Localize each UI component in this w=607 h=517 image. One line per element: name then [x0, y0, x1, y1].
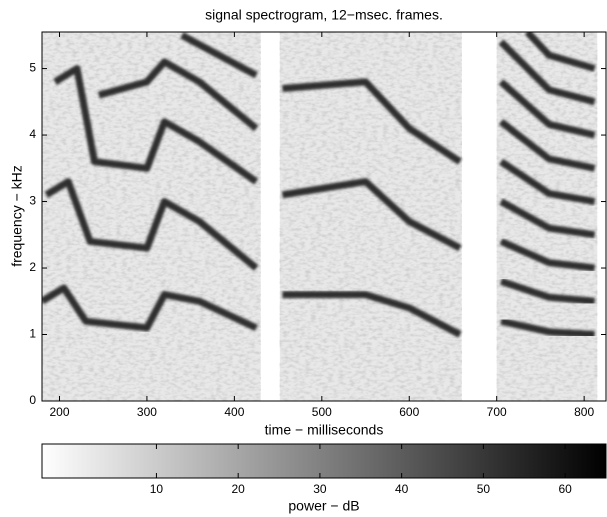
- spectrogram-segment: [279, 32, 462, 401]
- colorbar-tick-label: 10: [150, 482, 164, 496]
- segment-texture: [279, 32, 462, 401]
- formant-track: [282, 291, 462, 338]
- formant-track: [524, 32, 596, 72]
- formant-track: [499, 278, 595, 305]
- formant-track: [97, 58, 259, 132]
- y-tick-label: 1: [29, 327, 36, 341]
- colorbar-tick-label: 40: [395, 482, 409, 496]
- x-tick-label: 200: [49, 405, 69, 419]
- x-axis-label: time − milliseconds: [265, 422, 384, 438]
- x-tick-label: 700: [487, 405, 507, 419]
- formant-track: [282, 78, 462, 165]
- formant-track: [498, 79, 596, 139]
- y-axis-label: frequency − kHz: [9, 165, 25, 267]
- axes: 200 300 400 500 600 700 800 0 1 2 3 4 5 10 20 30 40 50 60: [29, 31, 607, 496]
- colorbar-tick-label: 50: [477, 482, 491, 496]
- spectrogram-segment: [42, 32, 261, 401]
- colorbar-tick-label: 60: [558, 482, 572, 496]
- formant-track: [44, 178, 259, 271]
- colorbar: [41, 443, 607, 479]
- formant-track: [498, 118, 596, 172]
- formant-track: [498, 39, 596, 106]
- segment-texture: [42, 32, 261, 401]
- y-tick-label: 4: [29, 127, 36, 141]
- formant-track: [281, 178, 462, 252]
- plot-area: [42, 32, 598, 401]
- y-tick-label: 5: [29, 61, 36, 75]
- formant-track: [180, 32, 258, 79]
- y-tick-label: 0: [29, 393, 36, 407]
- y-tick-label: 2: [29, 260, 36, 274]
- formant-track: [500, 317, 595, 339]
- colorbar-label: power − dB: [288, 498, 359, 514]
- x-tick-label: 500: [312, 405, 332, 419]
- plot-frame: [41, 31, 607, 402]
- colorbar-tick-label: 30: [313, 482, 327, 496]
- x-tick-label: 800: [574, 405, 594, 419]
- chart-title: signal spectrogram, 12−msec. frames.: [205, 7, 443, 23]
- formant-track: [499, 238, 596, 272]
- spectrogram-segment: [496, 32, 598, 401]
- x-tick-label: 300: [137, 405, 157, 419]
- formant-track: [42, 284, 258, 332]
- x-tick-label: 600: [399, 405, 419, 419]
- x-tick-label: 400: [224, 405, 244, 419]
- formant-track: [499, 198, 596, 239]
- formant-track: [53, 65, 259, 185]
- formant-track: [499, 158, 596, 205]
- y-tick-label: 3: [29, 194, 36, 208]
- colorbar-tick-label: 20: [231, 482, 245, 496]
